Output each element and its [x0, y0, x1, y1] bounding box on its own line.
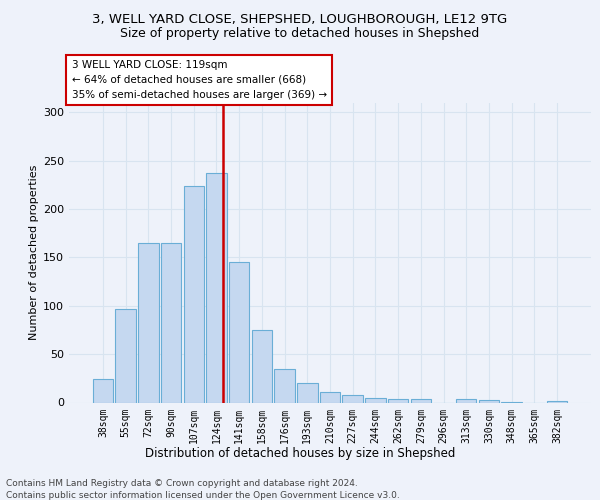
Bar — [297, 383, 317, 402]
Bar — [138, 243, 158, 402]
Bar — [343, 395, 363, 402]
Y-axis label: Number of detached properties: Number of detached properties — [29, 165, 39, 340]
Bar — [93, 380, 113, 402]
Bar — [184, 186, 204, 402]
Bar — [410, 398, 431, 402]
Text: 3 WELL YARD CLOSE: 119sqm
← 64% of detached houses are smaller (668)
35% of semi: 3 WELL YARD CLOSE: 119sqm ← 64% of detac… — [71, 60, 327, 100]
Bar — [161, 243, 181, 402]
Bar — [274, 368, 295, 402]
Text: 3, WELL YARD CLOSE, SHEPSHED, LOUGHBOROUGH, LE12 9TG: 3, WELL YARD CLOSE, SHEPSHED, LOUGHBOROU… — [92, 12, 508, 26]
Text: Contains HM Land Registry data © Crown copyright and database right 2024.: Contains HM Land Registry data © Crown c… — [6, 479, 358, 488]
Bar — [479, 400, 499, 402]
Bar — [115, 308, 136, 402]
Bar — [251, 330, 272, 402]
Bar — [229, 262, 250, 402]
Bar — [365, 398, 386, 402]
Text: Size of property relative to detached houses in Shepshed: Size of property relative to detached ho… — [121, 28, 479, 40]
Text: Contains public sector information licensed under the Open Government Licence v3: Contains public sector information licen… — [6, 491, 400, 500]
Bar — [456, 398, 476, 402]
Bar — [206, 173, 227, 402]
Bar — [547, 400, 567, 402]
Text: Distribution of detached houses by size in Shepshed: Distribution of detached houses by size … — [145, 448, 455, 460]
Bar — [388, 398, 409, 402]
Bar — [320, 392, 340, 402]
